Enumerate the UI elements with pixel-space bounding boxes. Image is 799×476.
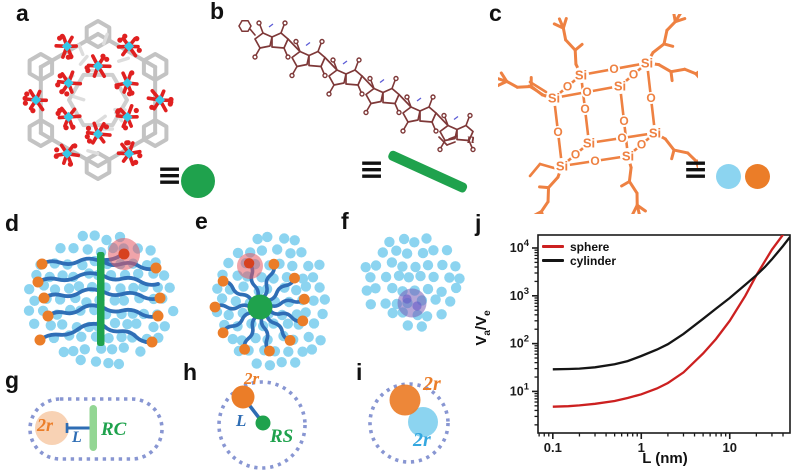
panel-e-sphere-micelle-schematic — [209, 231, 330, 371]
poss-sphere-icon — [745, 164, 770, 189]
x-tick-label: 10 — [723, 440, 737, 455]
legend-label-sphere: sphere — [570, 240, 610, 254]
x-axis-label: L (nm) — [642, 450, 688, 467]
equivalence-icon: ≡ — [683, 152, 709, 187]
x-tick-label: 0.1 — [544, 440, 562, 455]
y-tick-label: 104 — [510, 238, 530, 255]
panel-label-f: f — [341, 208, 349, 234]
svg-text:O: O — [637, 138, 646, 152]
panel-label-c: c — [489, 0, 502, 26]
panel-g-rod-label: RC — [101, 419, 127, 440]
svg-text:Si: Si — [641, 56, 653, 71]
y-tick-label: 103 — [510, 286, 529, 303]
svg-text:O: O — [609, 62, 618, 76]
svg-text:Si: Si — [614, 79, 626, 94]
svg-text:Si: Si — [622, 149, 634, 164]
legend-label-cylinder: cylinder — [570, 254, 617, 268]
panel-label-h: h — [183, 359, 198, 385]
x-tick-label: 1 — [638, 440, 645, 455]
panel-i-bottom-diameter-label: 2r — [413, 429, 431, 451]
panel-i-top-diameter-label: 2r — [423, 373, 441, 395]
panel-label-i: i — [356, 359, 363, 385]
svg-text:O: O — [646, 91, 655, 105]
solvent-sphere-icon — [716, 164, 741, 189]
svg-text:O: O — [619, 114, 628, 128]
svg-text:O: O — [617, 131, 626, 145]
series-sphere-curve — [552, 235, 785, 408]
panel-label-a: a — [16, 0, 29, 26]
svg-text:Si: Si — [548, 91, 560, 106]
svg-text:Si: Si — [583, 136, 595, 151]
panel-g-length-label: L — [72, 429, 82, 446]
panel-j-chart: 0.1 1 10 101 102 103 104 — [510, 234, 791, 455]
svg-text:O: O — [629, 68, 638, 82]
panel-h-sphere-geometry — [217, 380, 307, 470]
svg-text:Si: Si — [575, 68, 587, 83]
panel-h-length-label: L — [236, 411, 247, 430]
panel-b-polymer-structure — [238, 20, 476, 153]
svg-text:O: O — [563, 80, 572, 94]
svg-text:O: O — [590, 154, 599, 168]
panel-label-e: e — [195, 208, 208, 234]
panel-a-cage-structure — [22, 19, 174, 181]
equivalence-icon: ≡ — [157, 158, 183, 193]
panel-label-j: j — [475, 210, 482, 236]
y-tick-label: 101 — [510, 381, 530, 398]
panel-label-g: g — [5, 367, 20, 393]
svg-text:O: O — [582, 85, 591, 99]
y-axis-label: Va/Ve — [473, 310, 493, 346]
legend-line-sphere — [542, 245, 564, 248]
panel-g-diameter-label: 2r — [37, 415, 54, 435]
panel-h-sphere-label: RS — [270, 426, 294, 447]
green-sphere-icon — [181, 164, 215, 198]
polymer-repeat-label: n — [467, 132, 475, 147]
panel-g-rod-cage-geometry — [28, 397, 164, 461]
equivalence-icon: ≡ — [359, 152, 385, 187]
svg-text:Si: Si — [649, 126, 661, 141]
panel-h-diameter-label: 2r — [244, 369, 260, 388]
svg-text:O: O — [580, 102, 589, 116]
y-tick-label: 102 — [510, 334, 529, 351]
panel-d-rod-micelle-schematic — [23, 230, 179, 370]
svg-text:O: O — [553, 125, 562, 139]
panel-i-two-sphere-geometry — [368, 382, 450, 464]
panel-f-solvent-blob-schematic — [360, 233, 465, 332]
panel-label-b: b — [210, 0, 225, 24]
panel-label-d: d — [5, 210, 20, 236]
legend-line-cylinder — [542, 259, 564, 262]
series-cylinder-curve — [552, 236, 790, 371]
svg-text:O: O — [571, 148, 580, 162]
svg-text:Si: Si — [556, 159, 568, 174]
